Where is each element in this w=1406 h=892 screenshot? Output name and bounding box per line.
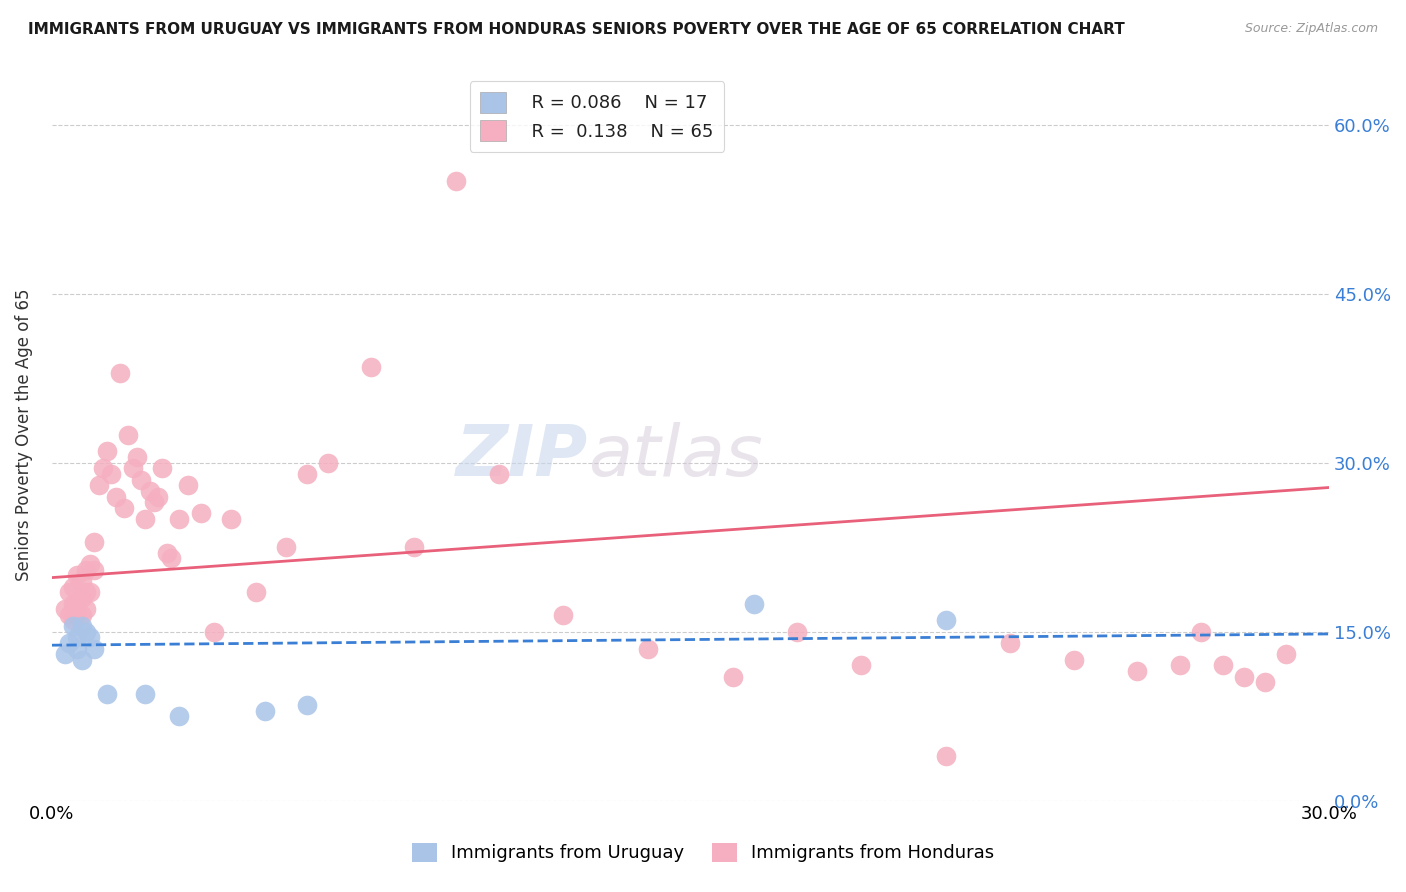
Point: [253, 704, 276, 718]
Text: Source: ZipAtlas.com: Source: ZipAtlas.com: [1244, 22, 1378, 36]
Point: [108, 366, 131, 380]
Point: [1126, 664, 1149, 678]
Point: [190, 507, 212, 521]
Point: [156, 546, 179, 560]
Point: [998, 636, 1021, 650]
Y-axis label: Seniors Poverty Over the Age of 65: Seniors Poverty Over the Age of 65: [15, 288, 32, 581]
Point: [488, 467, 510, 481]
Point: [274, 540, 297, 554]
Point: [721, 670, 744, 684]
Point: [637, 641, 659, 656]
Text: ZIP: ZIP: [456, 422, 588, 491]
Point: [1168, 658, 1191, 673]
Point: [125, 450, 148, 464]
Point: [75, 624, 97, 639]
Point: [100, 467, 122, 481]
Point: [70, 591, 93, 605]
Point: [1275, 647, 1298, 661]
Point: [360, 359, 382, 374]
Point: [83, 534, 105, 549]
Point: [117, 427, 139, 442]
Point: [935, 614, 957, 628]
Point: [62, 597, 84, 611]
Point: [104, 490, 127, 504]
Legend:   R = 0.086    N = 17,   R =  0.138    N = 65: R = 0.086 N = 17, R = 0.138 N = 65: [470, 81, 724, 152]
Point: [58, 636, 80, 650]
Point: [219, 512, 242, 526]
Point: [142, 495, 165, 509]
Text: atlas: atlas: [588, 422, 763, 491]
Point: [83, 641, 105, 656]
Point: [62, 614, 84, 628]
Point: [87, 478, 110, 492]
Point: [177, 478, 200, 492]
Point: [91, 461, 114, 475]
Point: [245, 585, 267, 599]
Point: [152, 461, 174, 475]
Point: [551, 607, 574, 622]
Point: [70, 619, 93, 633]
Point: [1233, 670, 1256, 684]
Point: [62, 619, 84, 633]
Point: [79, 557, 101, 571]
Point: [79, 630, 101, 644]
Point: [318, 456, 340, 470]
Point: [134, 687, 156, 701]
Point: [75, 563, 97, 577]
Point: [134, 512, 156, 526]
Point: [138, 483, 160, 498]
Point: [70, 653, 93, 667]
Point: [160, 551, 183, 566]
Point: [169, 709, 191, 723]
Point: [66, 641, 89, 656]
Point: [742, 597, 765, 611]
Point: [70, 574, 93, 588]
Point: [1189, 624, 1212, 639]
Point: [1063, 653, 1085, 667]
Point: [53, 647, 76, 661]
Point: [70, 607, 93, 622]
Point: [66, 568, 89, 582]
Point: [402, 540, 425, 554]
Point: [79, 585, 101, 599]
Point: [96, 687, 118, 701]
Point: [169, 512, 191, 526]
Point: [66, 607, 89, 622]
Point: [66, 597, 89, 611]
Point: [129, 473, 152, 487]
Point: [295, 467, 318, 481]
Point: [121, 461, 143, 475]
Point: [53, 602, 76, 616]
Point: [66, 630, 89, 644]
Point: [75, 585, 97, 599]
Point: [83, 563, 105, 577]
Point: [96, 444, 118, 458]
Point: [148, 490, 170, 504]
Text: IMMIGRANTS FROM URUGUAY VS IMMIGRANTS FROM HONDURAS SENIORS POVERTY OVER THE AGE: IMMIGRANTS FROM URUGUAY VS IMMIGRANTS FR…: [28, 22, 1125, 37]
Point: [202, 624, 225, 639]
Point: [75, 602, 97, 616]
Point: [295, 698, 318, 712]
Point: [935, 748, 957, 763]
Point: [62, 580, 84, 594]
Point: [444, 174, 467, 188]
Point: [58, 585, 80, 599]
Point: [786, 624, 808, 639]
Point: [849, 658, 872, 673]
Legend: Immigrants from Uruguay, Immigrants from Honduras: Immigrants from Uruguay, Immigrants from…: [405, 836, 1001, 870]
Point: [1212, 658, 1234, 673]
Point: [112, 500, 135, 515]
Point: [1254, 675, 1277, 690]
Point: [58, 607, 80, 622]
